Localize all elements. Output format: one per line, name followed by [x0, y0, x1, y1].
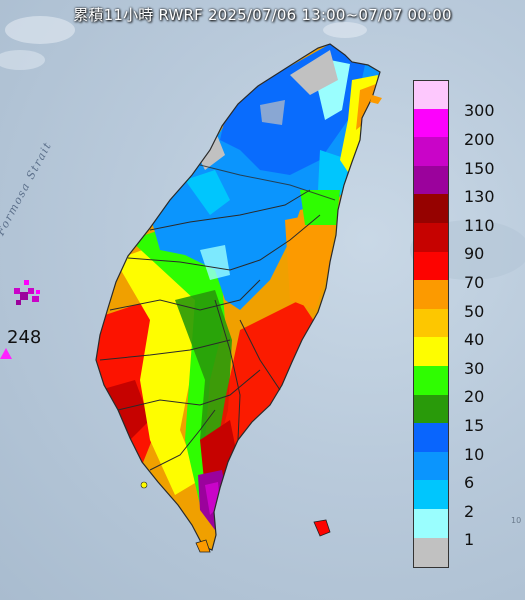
legend-swatch — [413, 337, 449, 367]
legend-label: 15 — [464, 415, 485, 435]
edge-label: 10 — [511, 516, 522, 525]
county-borders — [95, 43, 381, 551]
color-legend — [413, 80, 449, 570]
legend-label: 50 — [464, 301, 485, 321]
legend-swatch — [413, 194, 449, 224]
legend-label: 70 — [464, 272, 485, 292]
legend-swatch — [413, 537, 449, 567]
legend-swatch — [413, 509, 449, 538]
legend-swatch — [413, 280, 449, 310]
legend-label: 200 — [464, 129, 495, 149]
legend-label: 1 — [464, 530, 475, 550]
penghu-islands — [14, 280, 40, 305]
legend-label: 90 — [464, 244, 485, 264]
legend-label: 110 — [464, 215, 495, 235]
offshore-islands — [140, 95, 382, 553]
legend-label: 150 — [464, 158, 495, 178]
legend-label: 20 — [464, 387, 485, 407]
legend-label: 30 — [464, 358, 485, 378]
legend-frame — [413, 80, 449, 569]
legend-label: 6 — [464, 473, 475, 493]
legend-label: 2 — [464, 501, 475, 521]
legend-label: 10 — [464, 444, 485, 464]
legend-label: 130 — [464, 187, 495, 207]
map-title: 累積11小時 RWRF 2025/07/06 13:00~07/07 00:00 — [73, 6, 452, 24]
legend-label: 300 — [464, 101, 495, 121]
max-rainfall-triangle-icon — [0, 348, 12, 359]
legend-label: 40 — [464, 330, 485, 350]
max-rainfall-value: 248 — [7, 327, 42, 348]
